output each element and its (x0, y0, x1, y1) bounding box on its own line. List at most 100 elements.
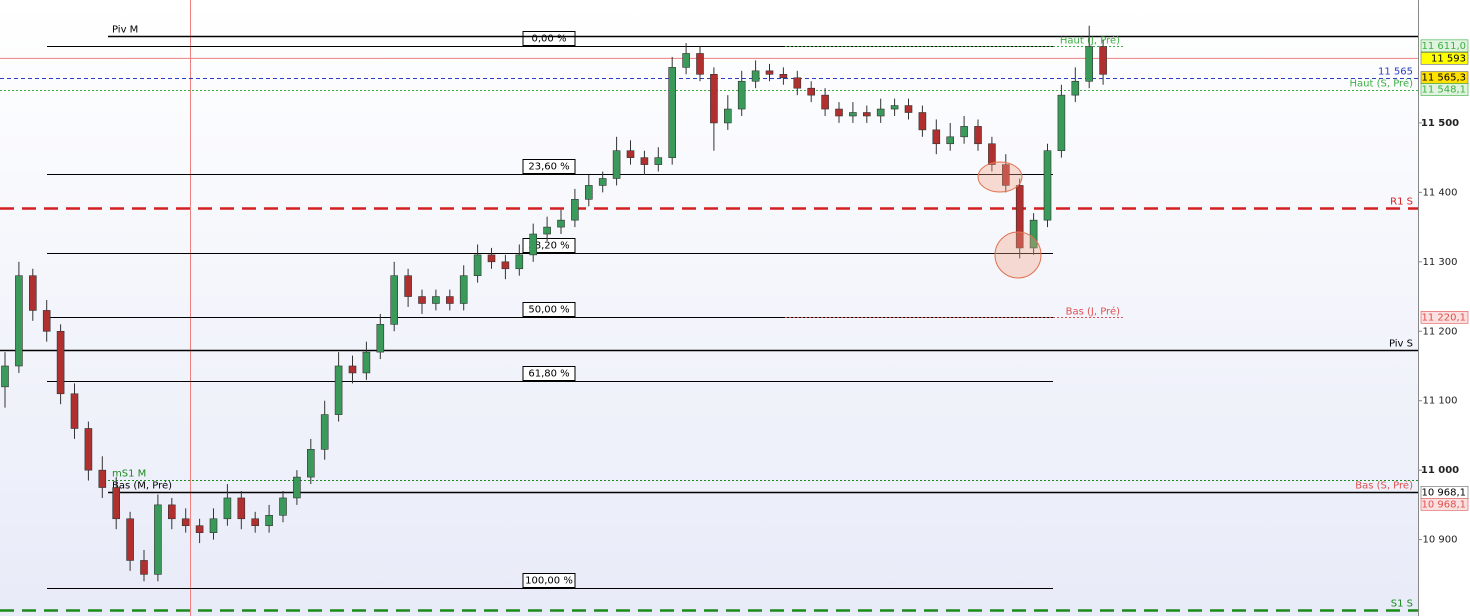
candle-body (418, 296, 426, 304)
fib-label: 100,00 % (525, 576, 573, 587)
candle-body (98, 469, 107, 488)
candle-body (181, 518, 190, 527)
candle-body (779, 74, 788, 79)
candle-body (376, 324, 385, 353)
candle-body (626, 150, 635, 158)
candle-body (306, 449, 315, 478)
candle-body (84, 428, 93, 471)
candle-body (849, 112, 857, 117)
candle-body (28, 275, 37, 311)
price-tag: 11 611,0 (1421, 41, 1466, 52)
level-label: Bas (M, Pré) (112, 480, 172, 492)
price-tag: 11 565,3 (1421, 73, 1466, 84)
price-tag-box (1420, 52, 1469, 65)
candle-body (557, 219, 565, 228)
candle-body (640, 157, 649, 165)
candle-body (765, 70, 774, 75)
candle-body (571, 199, 579, 221)
level-label: Piv M (112, 25, 138, 36)
candle-body (223, 497, 232, 520)
candle-body (807, 87, 816, 96)
level-label: Haut (S, Pré) (1350, 78, 1414, 90)
candle-body (1071, 80, 1080, 96)
candle-body (168, 504, 176, 520)
candle-body (751, 70, 760, 82)
candle-body (598, 178, 607, 186)
candle-body (876, 108, 885, 117)
candle-body (209, 518, 218, 533)
price-tag: 11 593 (1431, 53, 1466, 64)
fib-label: 23,60 % (528, 162, 569, 173)
candle-body (960, 126, 968, 138)
fib-label-box (522, 302, 576, 317)
fib-label-box (522, 366, 576, 381)
fib-label: 50,00 % (528, 305, 569, 316)
candle-body (584, 185, 593, 200)
price-tag-box (1420, 83, 1469, 96)
y-tick-label: 11 200 (1423, 326, 1458, 337)
candle-body (362, 351, 371, 374)
candle-body (529, 233, 538, 256)
candle-body (432, 296, 440, 304)
candle-body (445, 296, 454, 304)
candle-body (473, 254, 482, 277)
candle-body (974, 126, 982, 145)
candle-body (835, 108, 843, 117)
candle-body (348, 365, 357, 374)
day-level-label: Bas (J, Pré) (1066, 306, 1120, 318)
candle-body (112, 487, 120, 520)
y-tick-label: 11 500 (1421, 118, 1459, 129)
candle-body (15, 275, 23, 367)
axis-panel (1418, 0, 1470, 616)
fib-label-box (522, 31, 576, 46)
price-tag-box (1420, 498, 1469, 511)
candle-body (1099, 46, 1107, 75)
price-tag: 10 968,1 (1421, 499, 1466, 510)
candle-body (42, 310, 51, 332)
candle-body (126, 518, 134, 561)
candle-body (1029, 219, 1038, 249)
level-label: S1 S (1391, 599, 1413, 610)
level-label: R1 S (1390, 197, 1413, 208)
candle-body (251, 518, 259, 527)
candle-body (710, 74, 718, 124)
candle-body (723, 108, 732, 124)
highlight-circle (994, 231, 1042, 279)
candle-body (459, 275, 468, 304)
y-tick-label: 11 100 (1423, 396, 1458, 407)
candle-body (140, 560, 148, 575)
candle-body (501, 261, 510, 270)
fib-label: 38,20 % (528, 241, 569, 252)
candle-body (293, 476, 301, 499)
candle-body (154, 504, 162, 575)
candle-body (654, 157, 663, 165)
candle-body (904, 105, 913, 113)
candle-body (487, 254, 496, 263)
candle-body (320, 414, 329, 450)
candle-body (404, 275, 412, 297)
candle-body (543, 226, 551, 235)
y-tick-label: 11 000 (1421, 465, 1459, 476)
candle-body (279, 497, 287, 516)
candle-body (515, 254, 524, 270)
candle-body (265, 515, 273, 527)
price-tag-box (1420, 39, 1469, 53)
price-tag: 10 968,1 (1421, 487, 1466, 498)
candle-body (946, 136, 955, 145)
level-label: 11 565 (1378, 67, 1413, 78)
y-tick-label: 10 900 (1423, 535, 1458, 546)
day-level-label: Haut (J, Pré) (1060, 35, 1120, 47)
candle-body (334, 365, 343, 415)
y-tick-label: 11 300 (1423, 257, 1458, 268)
price-tag: 11 220,1 (1421, 312, 1466, 323)
candle-body (793, 77, 802, 89)
candle-body (821, 94, 829, 110)
fib-label-box (522, 159, 576, 174)
highlight-circle (977, 161, 1023, 193)
fib-label: 0,00 % (532, 34, 567, 45)
candle-body (1001, 164, 1010, 186)
candle-body (668, 67, 677, 158)
candle-body (988, 143, 996, 165)
candle-body (56, 330, 65, 395)
candle-body (918, 112, 927, 131)
